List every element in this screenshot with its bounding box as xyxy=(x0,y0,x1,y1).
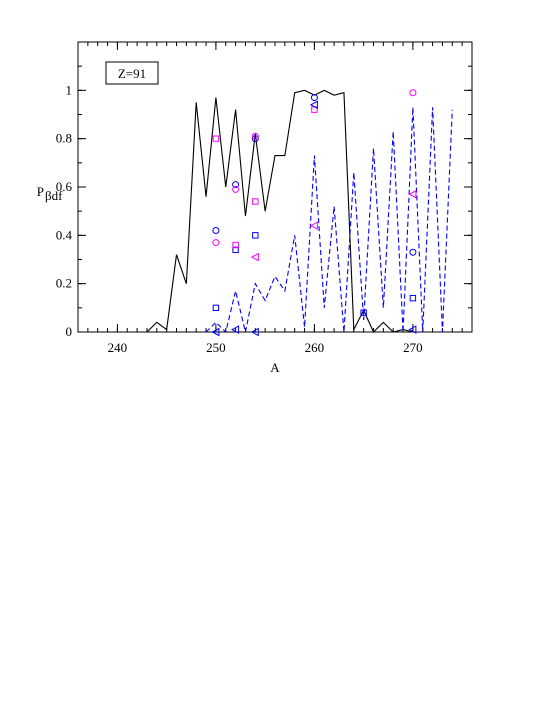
y-tick-label: 1 xyxy=(66,82,73,97)
marker-triangle xyxy=(231,325,240,334)
x-tick-label: 260 xyxy=(305,340,325,355)
plot-frame xyxy=(77,41,473,333)
marker-square xyxy=(252,198,259,205)
marker-square xyxy=(360,309,367,316)
marker-square xyxy=(252,232,259,239)
annotation-box xyxy=(105,61,159,85)
marker-circle xyxy=(212,227,220,234)
marker-triangle xyxy=(250,327,259,337)
y-tick-label: 0 xyxy=(66,324,73,339)
marker-square xyxy=(212,304,220,312)
marker-triangle xyxy=(211,327,220,337)
marker-triangle xyxy=(309,221,318,231)
y-axis-label-sub: βdf xyxy=(45,188,63,203)
marker-circle xyxy=(232,181,240,189)
y-tick-label: 0.8 xyxy=(56,131,72,146)
line xyxy=(78,89,414,333)
y-axis-label: P xyxy=(37,184,44,199)
marker-triangle xyxy=(309,100,318,110)
y-tick-label: 0.2 xyxy=(56,276,72,291)
marker-triangle xyxy=(408,325,417,334)
marker-circle xyxy=(251,132,259,140)
marker-circle xyxy=(232,185,240,193)
marker-square xyxy=(409,294,417,302)
x-axis-label: A xyxy=(270,360,280,375)
y-tick-label: 0.6 xyxy=(56,179,73,194)
y-tick-label: 0.4 xyxy=(56,227,73,242)
marker-square xyxy=(232,246,239,254)
x-tick-label: 270 xyxy=(403,340,423,355)
marker-triangle xyxy=(250,252,259,262)
marker-triangle xyxy=(408,189,417,199)
marker-circle xyxy=(409,89,417,97)
marker-circle xyxy=(212,239,220,247)
x-tick-label: 250 xyxy=(206,340,226,355)
marker-circle xyxy=(251,135,259,143)
plot: 240 250 260 270 0 0.2 0.4 0.6 0.8 1 xyxy=(56,41,473,355)
marker-circle xyxy=(409,248,417,256)
marker-square xyxy=(232,241,239,249)
marker-circle xyxy=(310,94,318,102)
line xyxy=(205,107,453,334)
marker-square xyxy=(212,135,220,142)
x-tick-label: 240 xyxy=(108,340,128,355)
annotation: Z=91 xyxy=(118,66,146,81)
